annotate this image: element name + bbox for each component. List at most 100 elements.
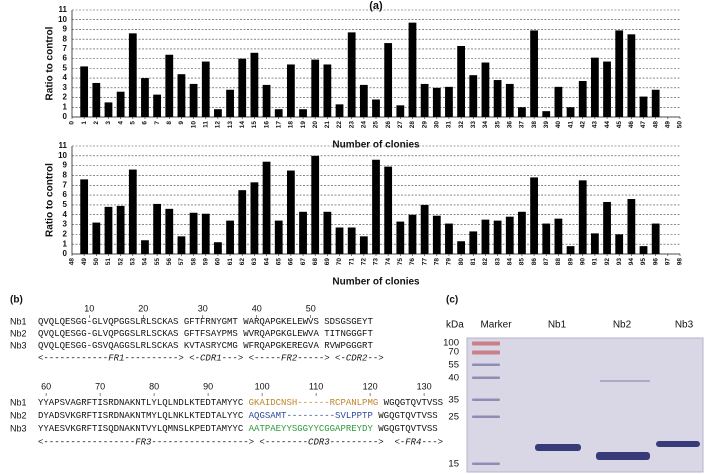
x-tick-label: 6 xyxy=(142,121,149,125)
bar xyxy=(639,246,648,254)
x-tick-label: 52 xyxy=(117,258,124,266)
bar xyxy=(554,218,563,254)
bar xyxy=(518,107,526,117)
x-axis-label: Number of clonies xyxy=(332,140,420,151)
x-tick-label: 98 xyxy=(677,258,684,266)
lane-label: Nb3 xyxy=(675,320,694,331)
residue-number: 110 xyxy=(309,381,323,391)
bar xyxy=(311,155,320,254)
gel-image xyxy=(466,337,704,473)
x-tick-label: 71 xyxy=(348,258,355,266)
ladder-band xyxy=(472,398,500,401)
x-tick-label: 3 xyxy=(105,121,112,125)
x-tick-label: 26 xyxy=(385,121,392,129)
y-tick-label: 2 xyxy=(63,93,68,102)
x-tick-label: 19 xyxy=(300,121,307,129)
marker-size: 55 xyxy=(448,360,459,371)
bar xyxy=(530,177,538,254)
residue-number: 30 xyxy=(198,303,208,313)
bar xyxy=(116,91,125,117)
bar xyxy=(104,102,113,117)
x-tick-label: 48 xyxy=(69,258,76,266)
panel-label: (a) xyxy=(369,0,383,12)
x-tick-label: 57 xyxy=(178,258,185,266)
x-tick-label: 22 xyxy=(336,121,343,129)
y-tick-label: 11 xyxy=(59,141,68,150)
cdr3-sequence: AATPAEYYSGGYYCGGAPREYDY xyxy=(249,424,374,434)
bar xyxy=(250,182,259,254)
y-tick-label: 10 xyxy=(58,15,67,24)
x-tick-label: 63 xyxy=(251,258,258,266)
x-tick-label: 47 xyxy=(640,121,647,129)
y-tick-label: 5 xyxy=(63,200,68,209)
bar xyxy=(262,161,271,254)
bar xyxy=(359,236,368,254)
y-tick-label: 3 xyxy=(63,220,68,229)
bar xyxy=(153,94,162,117)
x-tick-label: 65 xyxy=(275,258,282,266)
residue-number: 120 xyxy=(363,381,378,391)
x-tick-label: 68 xyxy=(312,258,319,266)
framework-sequence: DYADSVKGRFTISRDNAKNTMYLQLNKLKTEDTALYYC xyxy=(38,411,244,421)
x-tick-label: 84 xyxy=(506,258,513,266)
x-tick-label: 91 xyxy=(592,258,599,266)
bar xyxy=(408,214,417,254)
bar xyxy=(432,87,441,117)
x-tick-label: 33 xyxy=(470,121,477,129)
framework-sequence: QVQLQESGG-GSVQAGGSLRLSCKAS KVTASRYCMG WF… xyxy=(38,341,373,351)
x-tick-label: 2 xyxy=(93,121,100,125)
x-tick-label: 73 xyxy=(373,258,380,266)
y-tick-label: 4 xyxy=(63,210,68,219)
y-tick-label: 1 xyxy=(63,239,68,248)
y-tick-label: 7 xyxy=(63,180,68,189)
x-tick-label: 25 xyxy=(373,121,380,129)
bar xyxy=(493,80,502,117)
marker-size: 70 xyxy=(448,347,459,358)
bar xyxy=(505,83,514,117)
x-tick-label: 5 xyxy=(130,121,137,125)
x-tick-label: 78 xyxy=(434,258,441,266)
bar xyxy=(286,170,295,254)
bar xyxy=(542,111,551,117)
bar xyxy=(335,227,344,254)
sequence: YYAESVKGRFTISQDNAKNTVYLQMNSLKPEDTAMYYC A… xyxy=(38,424,443,434)
bar xyxy=(493,220,502,254)
y-tick-label: 7 xyxy=(63,44,68,53)
x-tick-label: 94 xyxy=(628,258,635,266)
bar xyxy=(238,190,247,254)
sequence: YYAPSVAGRFTISRDNAKNTLYLQLNDLKTEDTAMYYC G… xyxy=(38,398,449,408)
x-tick-label: 59 xyxy=(202,258,209,266)
fr4-sequence: WGQGTQVTVSS xyxy=(384,398,443,408)
protein-band xyxy=(656,441,700,447)
bar xyxy=(189,212,198,254)
x-tick-label: 77 xyxy=(421,258,428,266)
x-tick-label: 83 xyxy=(494,258,501,266)
x-tick-label: 31 xyxy=(446,121,453,129)
y-axis-label: Ratio to control xyxy=(45,26,56,100)
sequence: QVQLQESGG-GSVQAGGSLRLSCKAS KVTASRYCMG WF… xyxy=(38,341,378,351)
y-tick-label: 6 xyxy=(63,54,68,63)
bar xyxy=(80,179,89,254)
sequence-name: Nb3 xyxy=(10,340,27,350)
bar xyxy=(214,242,222,254)
x-tick-label: 18 xyxy=(288,121,295,129)
x-tick-label: 74 xyxy=(385,258,392,266)
bar xyxy=(603,61,611,117)
x-tick-label: 75 xyxy=(397,258,404,266)
bar xyxy=(432,215,441,254)
x-tick-label: 49 xyxy=(665,121,672,129)
residue-number: 80 xyxy=(149,381,159,391)
x-tick-label: 92 xyxy=(604,258,611,266)
protein-band xyxy=(596,452,650,460)
bar xyxy=(226,89,234,117)
sequence: QVQLQESGG-GLVQPGGSLRLSCKAS GFTFRNYGMT WA… xyxy=(38,317,378,327)
x-tick-label: 13 xyxy=(227,121,234,129)
bar xyxy=(116,205,125,254)
x-tick-label: 61 xyxy=(227,258,234,266)
y-tick-label: 9 xyxy=(63,25,68,34)
bar xyxy=(226,220,234,254)
x-tick-label: 9 xyxy=(178,121,185,125)
y-tick-label: 0 xyxy=(63,249,68,258)
framework-sequence: YYAESVKGRFTISQDNAKNTVYLQMNSLKPEDTAMYYC xyxy=(38,424,244,434)
y-tick-label: 9 xyxy=(63,161,68,170)
